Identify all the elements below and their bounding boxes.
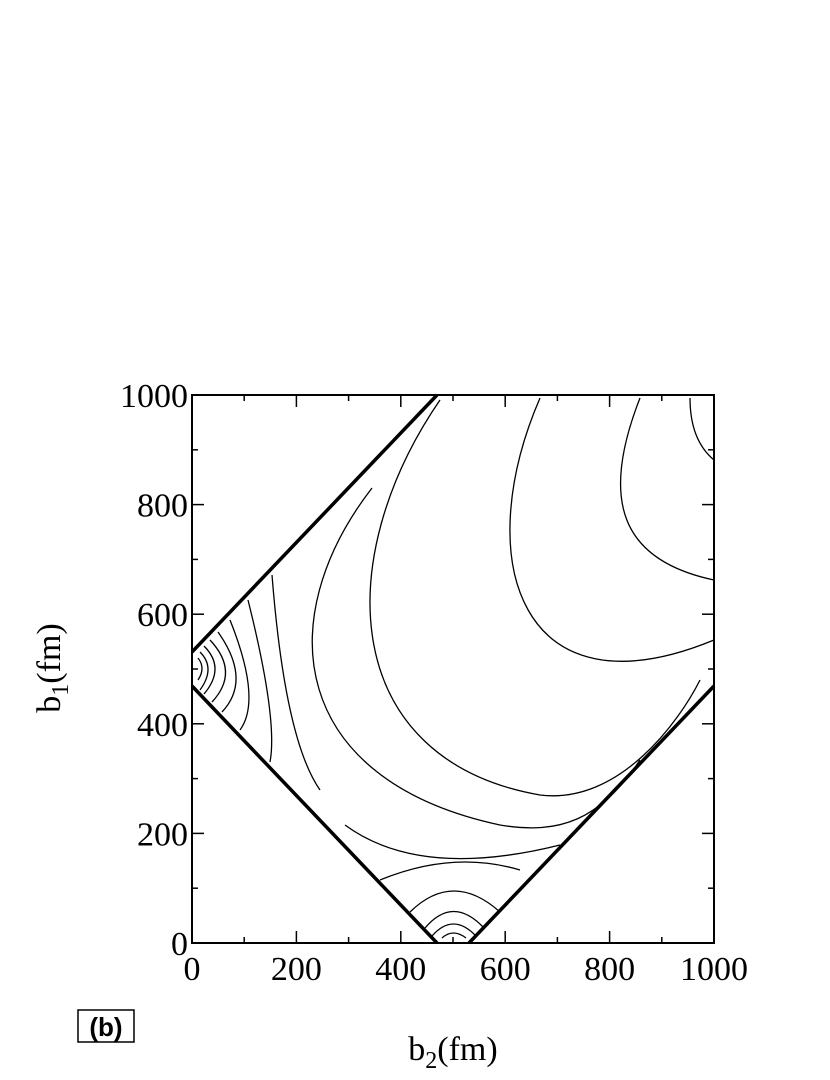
plot-frame [191,394,715,944]
contour-line [247,599,273,763]
y-label-base: b [31,696,68,713]
panel-label-box [77,1009,135,1043]
contour-line [431,923,477,937]
y-tick-label: 200 [137,816,188,853]
y-tick-label: 400 [137,707,188,744]
x-tick-label: 0 [184,951,201,988]
contour-line [229,619,250,731]
x-tick-label: 1000 [680,951,748,988]
x-tick-label: 600 [480,951,531,988]
x-label-sub: 2 [425,1048,437,1074]
y-label-sub: 1 [48,684,74,696]
x-label-base: b [408,1031,425,1068]
contour-line [619,397,715,581]
contours [190,393,716,945]
panel-label: (b) [89,1012,122,1042]
contour-line [199,651,209,691]
contour-line [379,861,521,881]
contour-line [369,399,701,797]
x-tick-label: 800 [584,951,635,988]
contour-line [203,645,216,695]
y-tick-label: 800 [137,488,188,525]
y-tick-label: 600 [137,597,188,634]
contour-line [409,890,501,913]
contour-line [209,639,227,703]
contour-line [441,932,467,939]
x-label-suffix: (fm) [437,1031,497,1068]
contour-line [197,657,203,681]
contour-line [311,487,641,829]
contour-line [424,911,485,929]
boundary [190,684,439,945]
boundary [190,393,439,654]
y-label-suffix: (fm) [31,623,68,683]
x-axis-label: b2(fm) [408,1031,497,1074]
y-tick-label: 1000 [120,378,188,415]
boundary [467,684,716,945]
contour-line [344,824,561,860]
contour-line [217,631,237,713]
contour-line [509,397,715,662]
contour-line [271,574,321,791]
y-tick-label: 0 [171,926,188,963]
x-tick-label: 200 [271,951,322,988]
contour-line [689,397,715,461]
y-axis-label: b1(fm) [31,623,74,712]
x-tick-label: 400 [375,951,426,988]
